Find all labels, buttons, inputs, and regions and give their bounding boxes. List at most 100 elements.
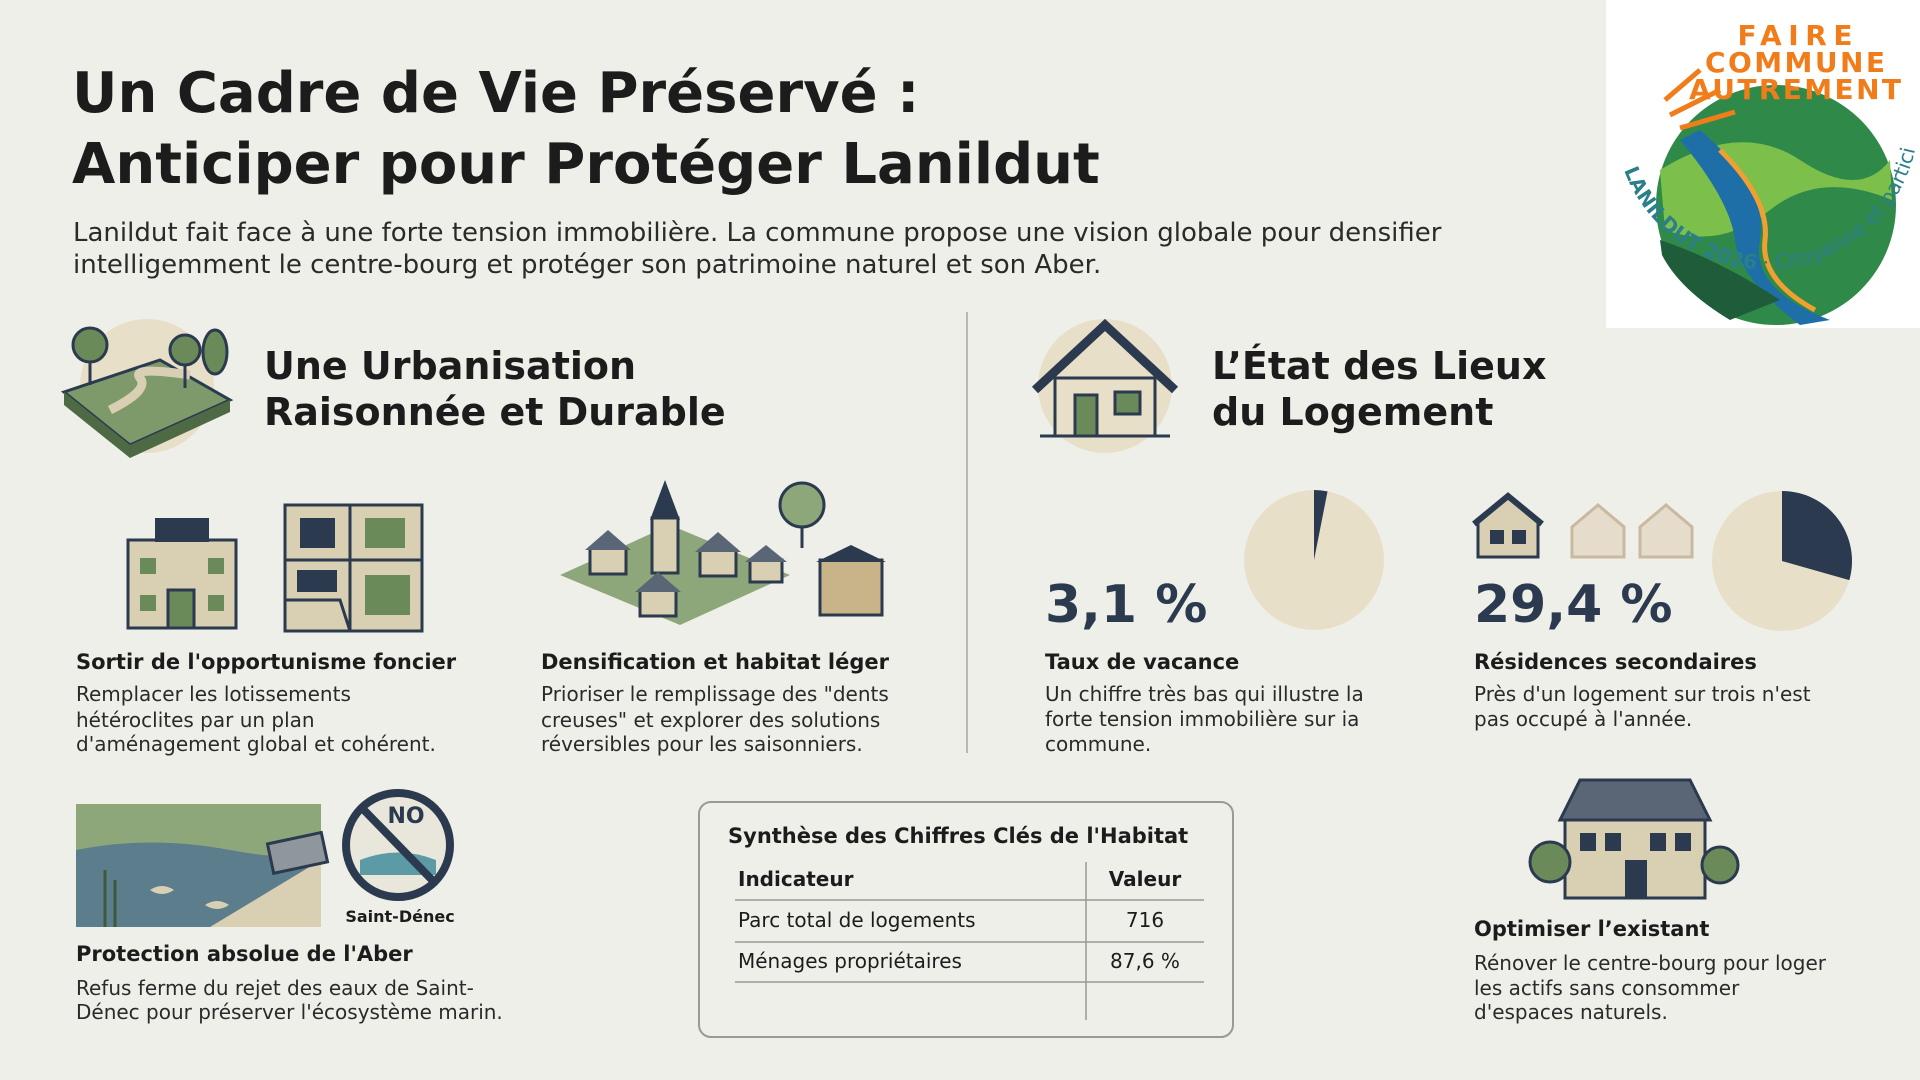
item-text: Rénover le centre-bourg pour loger (1474, 951, 1827, 975)
icon-building-part (208, 558, 224, 574)
icon-map (283, 503, 424, 633)
icon-building-part (208, 595, 224, 611)
icon-house (1031, 318, 1179, 453)
icon-village-part (818, 558, 884, 617)
icon-village-part (816, 545, 886, 562)
item-title: Optimiser l’existant (1474, 917, 1709, 941)
icon-house-part (1073, 393, 1099, 438)
sign-text: NO (387, 804, 424, 829)
pie-slice (1314, 490, 1328, 560)
icon-landscape-part (71, 326, 109, 364)
stat-title: Résidences secondaires (1474, 650, 1757, 674)
stat-value: 29,4 % (1474, 575, 1673, 635)
icon-aber-part (103, 870, 117, 927)
no-sign-part (359, 805, 437, 885)
item-title: Sortir de l'opportunisme foncier (76, 650, 457, 674)
place-label: Saint-Dénec (345, 907, 454, 926)
icon-manor-part (1625, 860, 1647, 898)
icon-landscape (60, 319, 234, 458)
icon-manor-part (1580, 833, 1596, 851)
item-text: Dénec pour préserver l'écosystème marin. (76, 1000, 503, 1024)
icon-houses-part (1638, 503, 1694, 559)
table-header: Indicateur (738, 867, 854, 891)
logo-part: AUTREMENT (1689, 73, 1901, 106)
icon-village (560, 480, 886, 625)
icon-building-part (155, 518, 209, 542)
no-sign: NO (342, 789, 454, 901)
stat-text: forte tension immobilière sur ia (1045, 707, 1359, 731)
icon-house-part (1031, 318, 1179, 394)
icon-building-part (140, 558, 156, 574)
icon-houses-part (1512, 530, 1526, 544)
stat-value: 3,1 % (1045, 575, 1207, 635)
icon-building (126, 518, 238, 630)
stat-title: Taux de vacance (1045, 650, 1239, 674)
logo-part (1680, 130, 1830, 325)
icon-houses (1472, 492, 1694, 559)
table-header: Valeur (1109, 867, 1182, 891)
icon-building-part (166, 588, 196, 630)
item-text: d'aménagement global et cohérent. (76, 732, 436, 756)
icon-aber (76, 804, 330, 927)
icon-manor-part (1650, 833, 1666, 851)
icon-map-part (365, 575, 410, 615)
stat-charts: 3,1 % Taux de vacance Un chiffre très bas … (1045, 490, 1852, 756)
item-text: Prioriser le remplissage des "dents (541, 682, 889, 706)
icon-map-part (300, 518, 335, 548)
table-cell: 716 (1126, 908, 1164, 932)
icon-map-part (297, 570, 337, 592)
icon-aber-part (210, 860, 321, 927)
icon-village-part (778, 481, 826, 529)
icon-aber-part (150, 886, 229, 909)
icon-houses-part (1490, 530, 1504, 544)
icon-village-part (745, 545, 787, 562)
section-heading: Une Urbanisation (264, 344, 636, 388)
pie-slice (1782, 491, 1852, 581)
icon-house-part (1113, 390, 1142, 416)
icon-village-part (650, 480, 680, 520)
item-title: Protection absolue de l'Aber (76, 942, 413, 966)
icon-manor-part (1700, 845, 1740, 885)
stat-text: pas occupé à l'année. (1474, 707, 1692, 731)
item-text: d'espaces naturels. (1474, 1000, 1668, 1024)
icon-manor (1528, 778, 1740, 900)
item-text: Remplacer les lotissements (76, 682, 351, 706)
intro: intelligemment le centre-bourg et protég… (73, 250, 1101, 280)
icon-map-part (365, 518, 405, 548)
table-cell: Ménages propriétaires (738, 949, 962, 973)
logo-part (1660, 240, 1780, 320)
icon-houses-part (1570, 503, 1626, 559)
logo-part (1663, 68, 1736, 131)
table-cell: Parc total de logements (738, 908, 976, 932)
section-heading: du Logement (1212, 390, 1493, 434)
item-text: hétéroclites par un plan (76, 708, 315, 732)
item-text: réversibles pour les saisonniers. (541, 732, 863, 756)
icon-houses-part (1472, 492, 1544, 527)
icon-village-part (695, 532, 741, 552)
icon-building-part (140, 595, 156, 611)
icon-manor-part (1675, 833, 1691, 851)
icon-map-part (285, 505, 422, 632)
summary-table: Synthèse des Chiffres Clés de l'Habitat … (698, 801, 1234, 1038)
item-title: Densification et habitat léger (541, 650, 890, 674)
icon-aber-part (265, 830, 330, 876)
title: Anticiper pour Protéger Lanildut (72, 132, 1100, 197)
icon-village-part (698, 548, 738, 578)
stat-text: Près d'un logement sur trois n'est (1474, 682, 1811, 706)
icon-manor-part (1528, 840, 1572, 884)
icon-village-part (650, 516, 680, 575)
intro: Lanildut fait face à une forte tension i… (73, 218, 1442, 248)
table-title: Synthèse des Chiffres Clés de l'Habitat (728, 824, 1188, 848)
item-text: les actifs sans consommer (1474, 976, 1740, 1000)
icon-village-part (585, 530, 631, 550)
title: Un Cadre de Vie Préservé : (72, 61, 919, 126)
section-heading: Raisonnée et Durable (264, 390, 726, 434)
icon-landscape-part (64, 392, 230, 458)
icon-village-part (588, 546, 628, 576)
icon-village-part (635, 572, 681, 592)
table-cell: 87,6 % (1110, 949, 1180, 973)
icon-landscape-part (168, 333, 202, 367)
logo-part (1718, 148, 1817, 313)
section-heading: L’État des Lieux (1212, 344, 1546, 388)
